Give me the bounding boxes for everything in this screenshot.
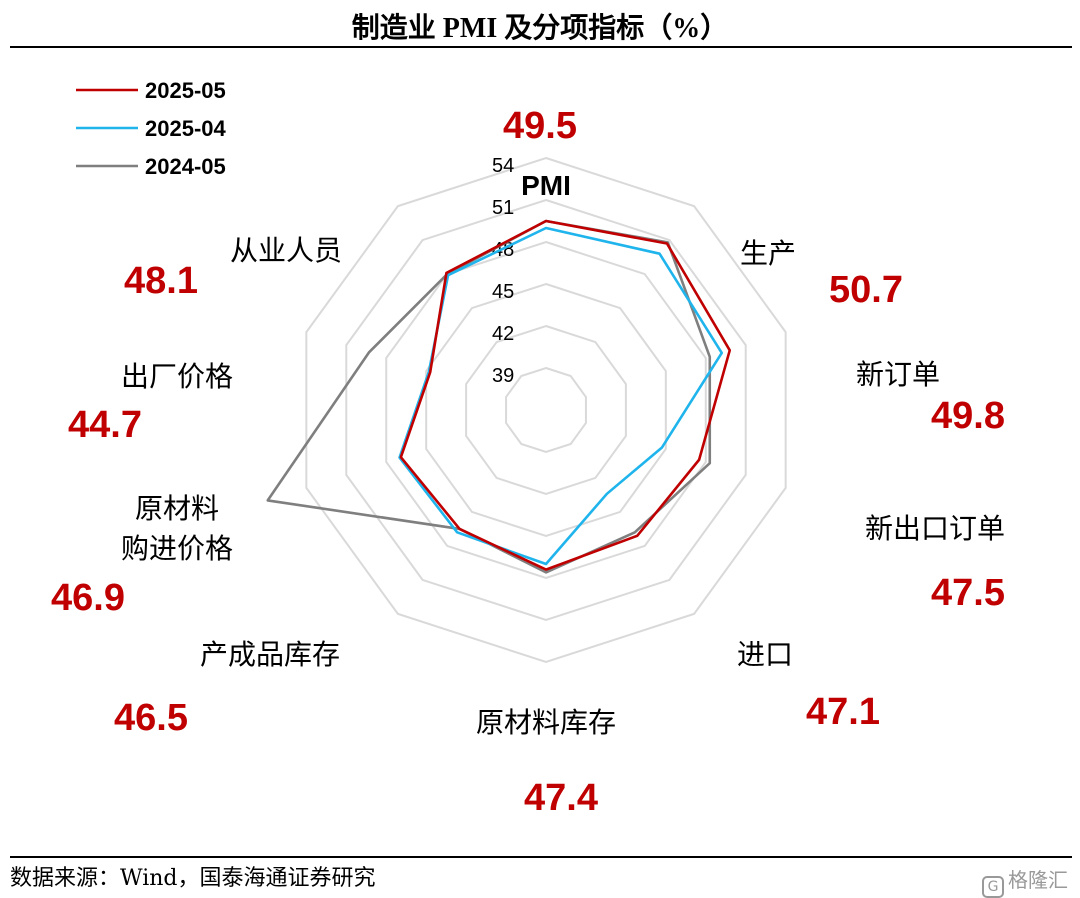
value-label: 49.5 <box>503 105 577 147</box>
value-label: 44.7 <box>68 404 142 446</box>
radar-grid <box>305 156 787 664</box>
axis-label: 新订单 <box>856 358 940 391</box>
series-line-2024-05 <box>266 219 712 574</box>
radial-tick-label: 54 <box>492 155 514 177</box>
axis-label: 进口 <box>737 638 793 671</box>
series-line-2025-05 <box>399 219 732 571</box>
axis-label: 生产 <box>740 237 796 270</box>
grid-ring <box>425 282 667 538</box>
radial-tick-label: 39 <box>492 365 514 387</box>
value-label: 47.1 <box>806 691 880 733</box>
grid-ring <box>465 324 627 496</box>
axis-label: PMI <box>521 170 571 201</box>
legend-label: 2024-05 <box>145 154 226 179</box>
radar-series <box>266 219 732 574</box>
radial-tick-label: 45 <box>492 281 514 303</box>
grid-ring <box>305 156 787 664</box>
watermark-icon: G <box>982 876 1004 898</box>
value-label: 46.5 <box>114 697 188 739</box>
chart-title: 制造业 PMI 及分项指标（%） <box>351 13 729 44</box>
value-label: 47.5 <box>931 572 1005 614</box>
value-label: 48.1 <box>124 260 198 302</box>
axis-label: 原材料 <box>135 492 219 525</box>
radial-tick-label: 42 <box>492 323 514 345</box>
legend-label: 2025-05 <box>145 78 226 103</box>
watermark-text: 格隆汇 <box>1008 868 1068 892</box>
value-label: 50.7 <box>829 269 903 311</box>
value-label: 49.8 <box>931 395 1005 437</box>
legend: 2025-05 2025-04 2024-05 <box>76 78 227 179</box>
axis-label: 新出口订单 <box>865 512 1005 545</box>
value-labels: 49.5 50.7 49.8 47.5 47.1 47.4 46.5 46.9 44.7 48.1 <box>51 105 1005 819</box>
axis-label: 购进价格 <box>121 532 233 565</box>
axis-label: 出厂价格 <box>121 360 233 393</box>
source-note: 数据来源：Wind，国泰海通证券研究 <box>10 866 376 891</box>
grid-ring <box>345 198 747 622</box>
axis-label: 产成品库存 <box>200 638 340 671</box>
title-rule <box>10 46 1072 48</box>
footer-rule <box>10 856 1072 858</box>
axis-label: 原材料库存 <box>476 706 616 739</box>
value-label: 46.9 <box>51 577 125 619</box>
grid-ring <box>505 366 587 454</box>
value-label: 47.4 <box>524 777 598 819</box>
axis-label: 从业人员 <box>230 234 342 267</box>
legend-label: 2025-04 <box>145 116 227 141</box>
radial-tick-label: 51 <box>492 197 514 219</box>
grid-ring <box>385 240 707 580</box>
